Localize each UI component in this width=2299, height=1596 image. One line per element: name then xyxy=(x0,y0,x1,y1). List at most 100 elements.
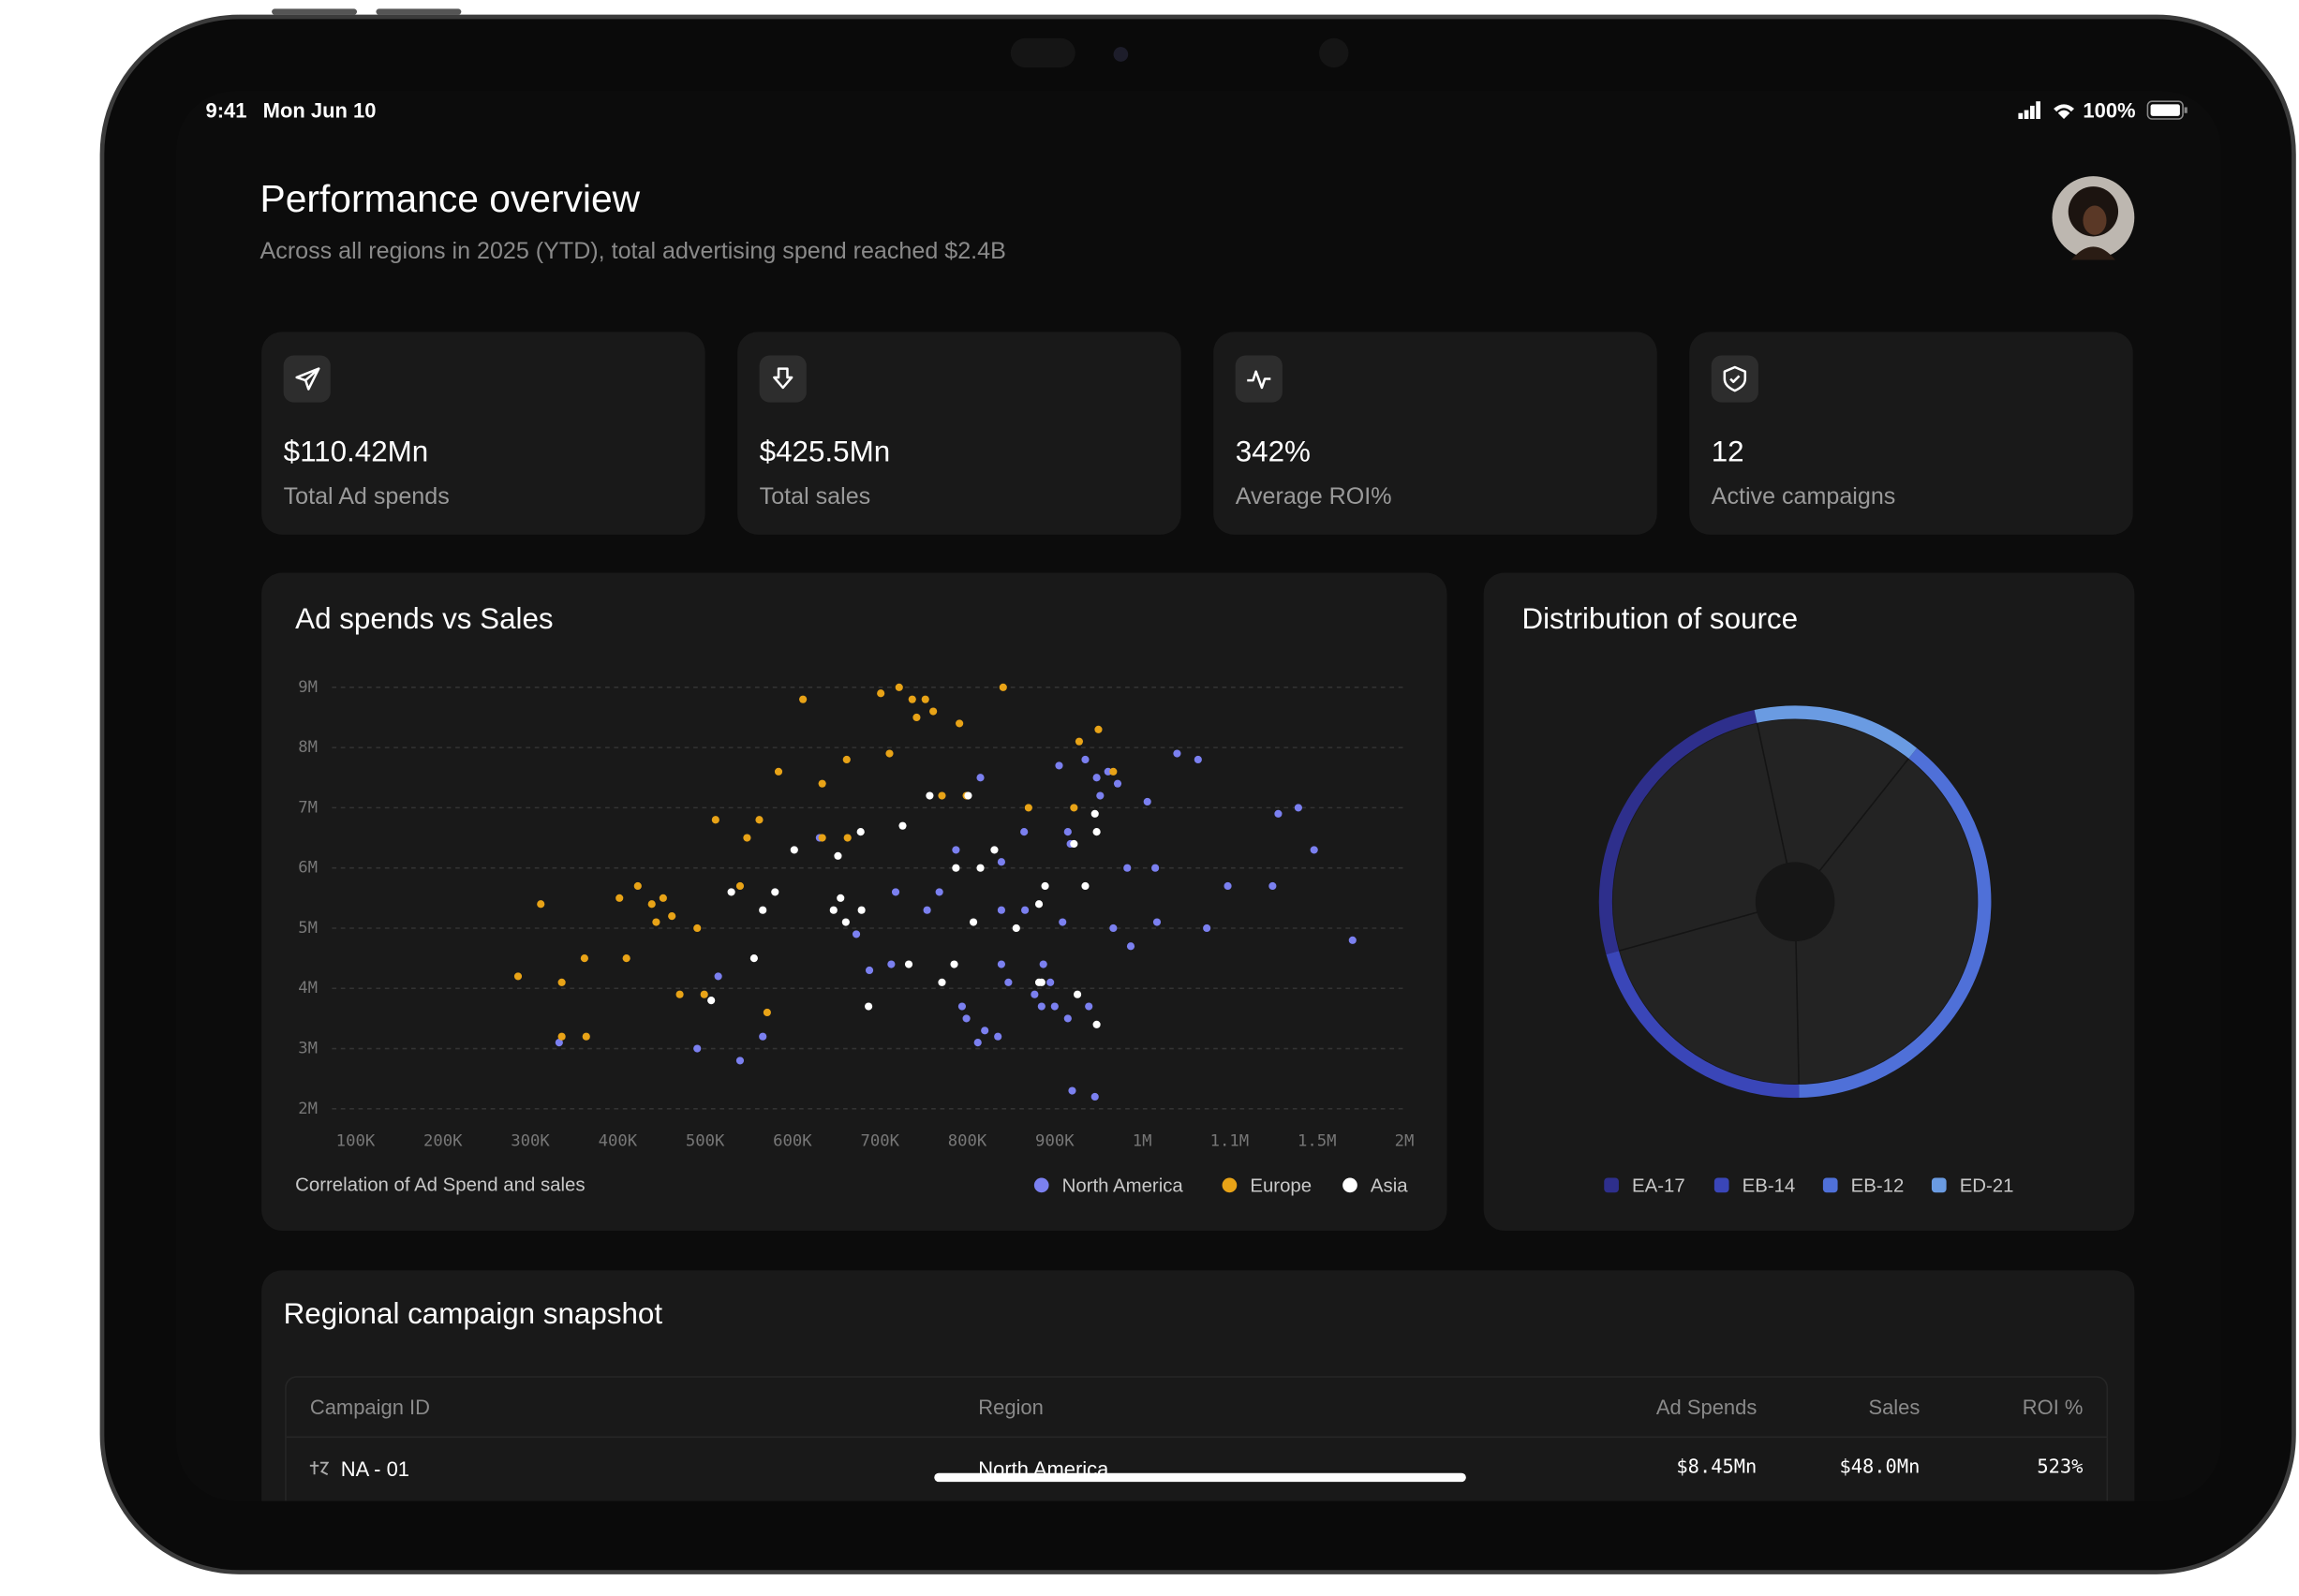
scatter-point xyxy=(952,864,960,872)
scatter-point xyxy=(1012,924,1020,933)
table-divider xyxy=(286,1436,2107,1439)
scatter-point xyxy=(1203,924,1211,933)
scatter-point xyxy=(1224,881,1232,891)
donut-segment xyxy=(1598,709,1758,955)
scatter-point xyxy=(885,749,894,758)
scatter-point xyxy=(856,828,865,836)
x-tick-label: 300K xyxy=(511,1131,550,1150)
scatter-point xyxy=(997,858,1005,866)
page-title: Performance overview xyxy=(260,176,641,221)
scatter-point xyxy=(1274,809,1283,818)
scatter-point xyxy=(774,767,783,776)
scatter-point xyxy=(865,966,874,975)
status-date: Mon Jun 10 xyxy=(262,98,377,123)
scatter-point xyxy=(1050,1002,1059,1011)
y-tick-label: 8M xyxy=(298,738,318,757)
scatter-point xyxy=(938,978,946,986)
side-button xyxy=(272,8,358,15)
table-card xyxy=(261,1270,2135,1501)
battery-icon xyxy=(2146,100,2188,120)
scatter-point xyxy=(895,683,903,691)
scatter-point xyxy=(990,846,999,854)
avatar[interactable] xyxy=(2051,175,2136,260)
scatter-card xyxy=(261,572,1447,1231)
scatter-point xyxy=(659,894,667,902)
scatter-point xyxy=(1037,978,1046,986)
signal-wifi xyxy=(2018,101,2075,120)
scatter-point xyxy=(1194,755,1202,764)
scatter-point xyxy=(1310,846,1318,854)
x-tick-label: 700K xyxy=(860,1131,899,1150)
legend-label: EB-14 xyxy=(1743,1175,1796,1196)
scatter-point xyxy=(929,707,938,716)
scatter-point xyxy=(891,888,900,896)
kpi-icon xyxy=(1711,355,1758,403)
legend-swatch xyxy=(1222,1177,1238,1193)
scatter-point xyxy=(1268,881,1277,891)
scatter-point xyxy=(1294,804,1302,812)
legend-label: Europe xyxy=(1250,1175,1312,1196)
scatter-point xyxy=(1039,960,1047,968)
y-tick-label: 5M xyxy=(298,919,318,938)
x-tick-label: 1.1M xyxy=(1210,1131,1250,1150)
x-tick-label: 600K xyxy=(773,1131,812,1150)
scatter-point xyxy=(557,978,566,986)
y-tick-label: 9M xyxy=(298,678,318,697)
scatter-point xyxy=(513,972,523,981)
scatter-point xyxy=(904,960,913,968)
legend-swatch xyxy=(1713,1177,1729,1193)
scatter-point xyxy=(1081,881,1090,891)
kpi-card xyxy=(737,332,1181,535)
x-tick-label: 500K xyxy=(686,1131,725,1150)
scatter-point xyxy=(755,816,764,824)
scatter-point xyxy=(1063,828,1072,836)
scatter-point xyxy=(957,1002,967,1011)
scatter-point xyxy=(921,695,929,703)
column-header: Sales xyxy=(1868,1395,1921,1419)
legend-swatch xyxy=(1033,1177,1049,1193)
scatter-point xyxy=(997,960,1005,968)
scatter-point xyxy=(1123,864,1132,872)
legend-label: Asia xyxy=(1371,1175,1408,1196)
x-tick-label: 1.5M xyxy=(1298,1131,1337,1150)
scatter-point xyxy=(582,1032,590,1041)
scatter-point xyxy=(652,918,660,926)
column-header: Ad Spends xyxy=(1655,1395,1758,1419)
scatter-point xyxy=(1090,1092,1099,1101)
scatter-point xyxy=(1143,797,1151,806)
table-frame xyxy=(285,1376,2109,1501)
scatter-point xyxy=(1092,1020,1101,1028)
scatter-point xyxy=(935,888,943,896)
y-tick-label: 6M xyxy=(298,859,318,878)
x-tick-label: 1M xyxy=(1133,1131,1152,1150)
scatter-point xyxy=(841,918,850,926)
y-tick-label: 3M xyxy=(298,1040,318,1058)
scatter-point xyxy=(707,997,716,1005)
kpi-icon xyxy=(283,355,331,403)
kpi-icon xyxy=(1235,355,1283,403)
legend-label: EB-12 xyxy=(1851,1175,1905,1196)
scatter-point xyxy=(1074,990,1082,998)
scatter-point xyxy=(1085,1002,1093,1011)
scatter-point xyxy=(912,713,921,722)
scatter-point xyxy=(743,834,751,842)
scatter-point xyxy=(1092,828,1101,836)
scatter-point xyxy=(1081,755,1090,764)
scatter-point xyxy=(976,864,985,872)
scatter-point xyxy=(842,755,851,764)
scatter-point xyxy=(908,695,916,703)
scatter-point xyxy=(994,1032,1002,1041)
scatter-point xyxy=(1070,804,1078,812)
column-header: Campaign ID xyxy=(309,1395,430,1419)
cell: $48.0Mn xyxy=(1839,1456,1921,1479)
cell: $8.45Mn xyxy=(1676,1456,1758,1479)
scatter-point xyxy=(735,881,745,891)
cell: 523% xyxy=(2037,1456,2084,1479)
scatter-point xyxy=(1059,918,1067,926)
scatter-point xyxy=(693,924,702,933)
scatter-point xyxy=(693,1044,702,1053)
x-tick-label: 800K xyxy=(948,1131,987,1150)
scatter-point xyxy=(818,834,826,842)
